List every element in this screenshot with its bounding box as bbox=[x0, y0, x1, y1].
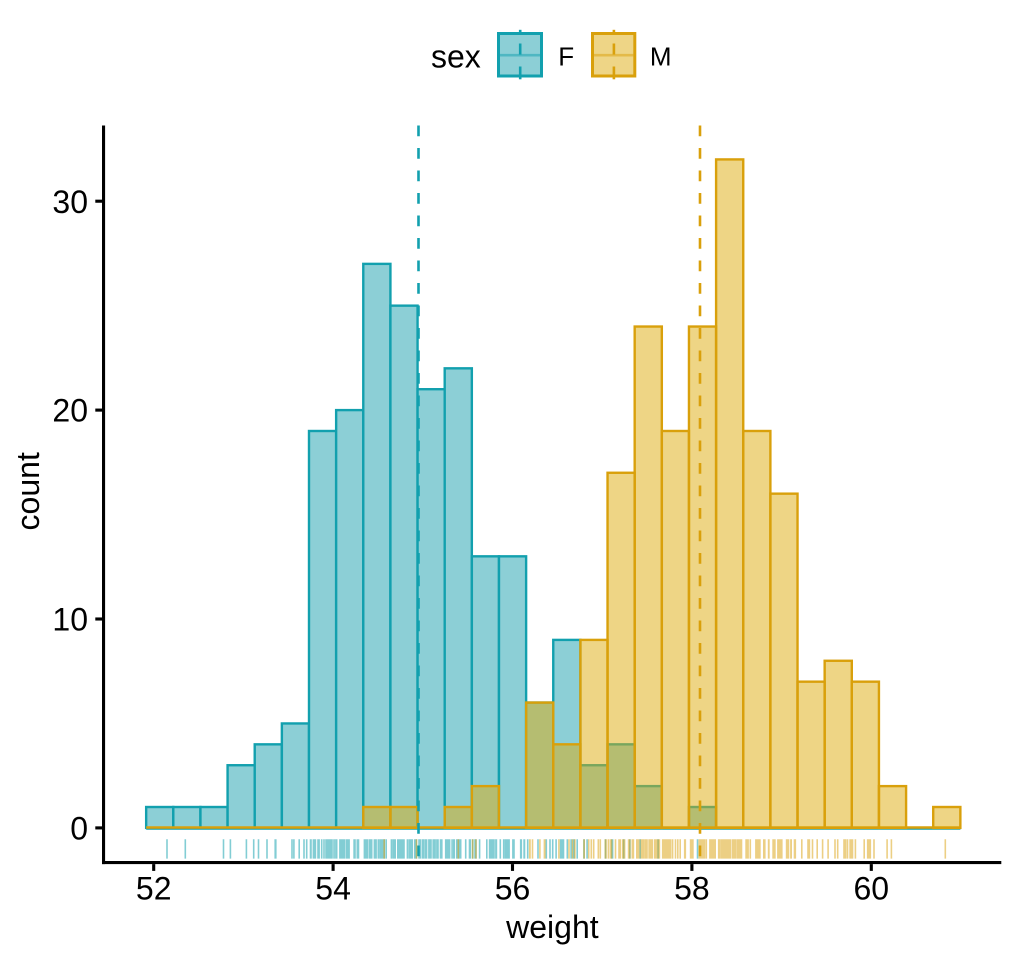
svg-text:60: 60 bbox=[854, 871, 890, 907]
svg-text:30: 30 bbox=[52, 184, 88, 220]
svg-text:sex: sex bbox=[431, 39, 481, 75]
svg-text:56: 56 bbox=[495, 871, 531, 907]
svg-text:58: 58 bbox=[674, 871, 710, 907]
svg-text:M: M bbox=[650, 41, 672, 71]
svg-text:count: count bbox=[10, 452, 46, 530]
svg-text:20: 20 bbox=[52, 393, 88, 429]
svg-text:weight: weight bbox=[505, 909, 599, 945]
svg-text:54: 54 bbox=[315, 871, 351, 907]
svg-text:F: F bbox=[558, 41, 574, 71]
svg-text:52: 52 bbox=[136, 871, 172, 907]
svg-text:10: 10 bbox=[52, 602, 88, 638]
svg-text:0: 0 bbox=[70, 811, 88, 847]
